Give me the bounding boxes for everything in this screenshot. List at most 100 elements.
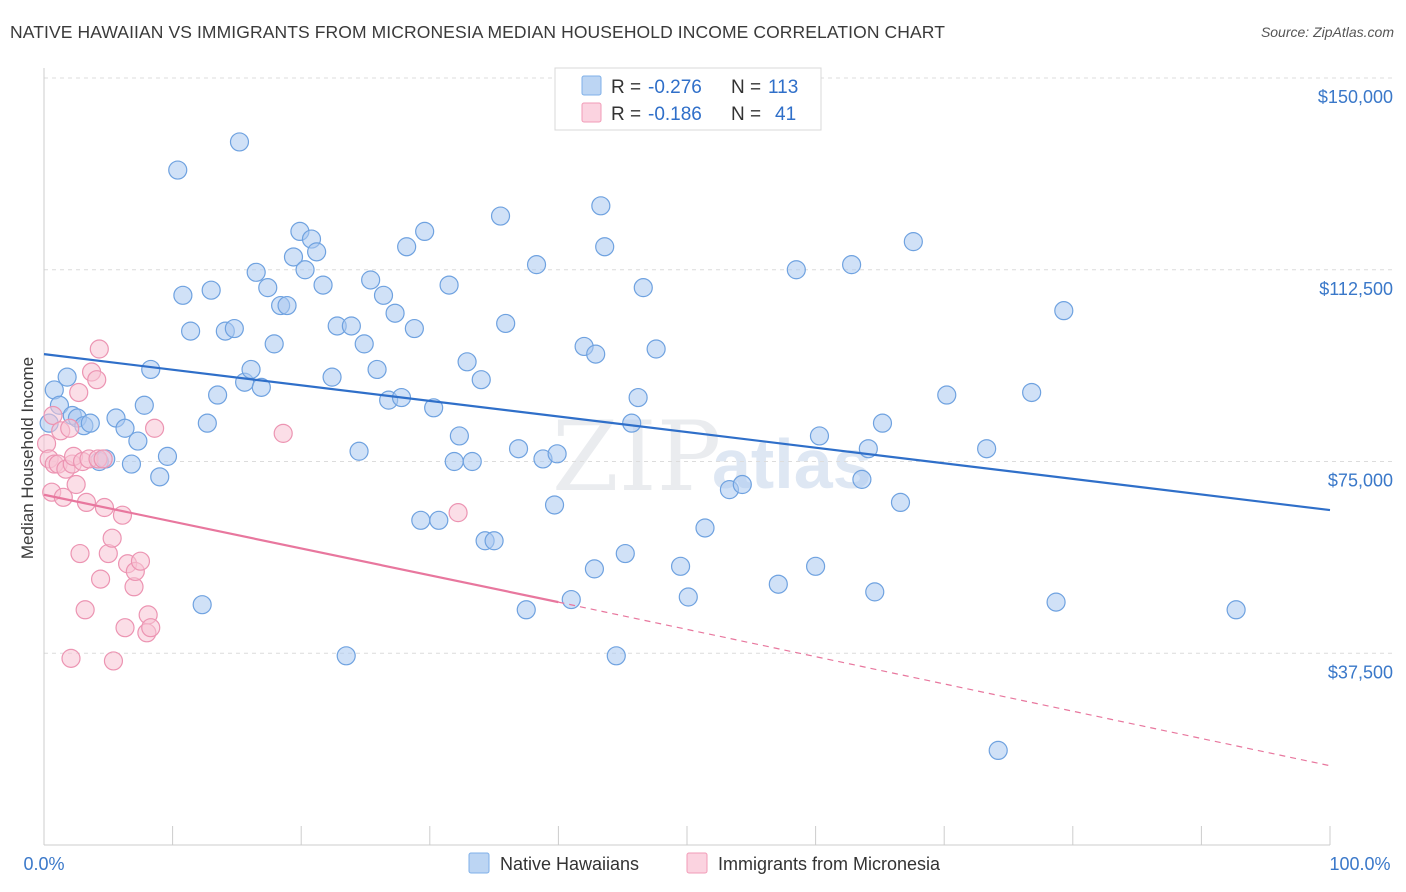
point-micronesia-29 bbox=[103, 651, 124, 671]
point-micronesia-10 bbox=[61, 648, 81, 668]
point-native-hawaiian-11 bbox=[115, 418, 135, 438]
point-native-hawaiian-105 bbox=[977, 439, 997, 459]
chart-title: NATIVE HAWAIIAN VS IMMIGRANTS FROM MICRO… bbox=[10, 22, 945, 42]
source-label: Source: ZipAtlas.com bbox=[1260, 24, 1394, 40]
point-native-hawaiian-95 bbox=[805, 556, 826, 576]
point-native-hawaiian-52 bbox=[385, 303, 405, 323]
point-native-hawaiian-83 bbox=[615, 543, 635, 564]
y-tick-labels: $37,500 $75,000 $112,500 $150,000 bbox=[1318, 87, 1393, 682]
point-native-hawaiian-109 bbox=[1054, 301, 1074, 321]
point-native-hawaiian-60 bbox=[439, 275, 459, 295]
point-micronesia-28 bbox=[102, 528, 122, 548]
legend-r-value-pink: -0.186 bbox=[648, 104, 702, 125]
point-native-hawaiian-46 bbox=[349, 441, 369, 461]
y-tick-label-0: $37,500 bbox=[1328, 662, 1393, 682]
point-native-hawaiian-56 bbox=[411, 510, 431, 530]
point-micronesia-41 bbox=[448, 503, 468, 523]
point-native-hawaiian-87 bbox=[646, 339, 666, 359]
point-native-hawaiian-49 bbox=[367, 359, 387, 380]
x-tick-label-min: 0.0% bbox=[23, 854, 64, 874]
point-micronesia-21 bbox=[87, 370, 107, 390]
point-native-hawaiian-45 bbox=[341, 316, 361, 336]
point-native-hawaiian-76 bbox=[561, 589, 581, 610]
point-native-hawaiian-18 bbox=[168, 160, 188, 180]
legend-swatch-blue bbox=[581, 75, 602, 96]
legend-bottom-label-blue: Native Hawaiians bbox=[500, 854, 639, 874]
point-native-hawaiian-15 bbox=[141, 359, 161, 380]
point-native-hawaiian-81 bbox=[595, 237, 615, 257]
point-native-hawaiian-21 bbox=[192, 595, 212, 615]
point-micronesia-15 bbox=[70, 543, 90, 564]
trend-line-micronesia-extension bbox=[558, 601, 1331, 767]
point-native-hawaiian-90 bbox=[695, 518, 715, 538]
point-micronesia-24 bbox=[90, 569, 111, 589]
y-tick-label-1: $75,000 bbox=[1328, 471, 1393, 491]
point-micronesia-40 bbox=[273, 423, 293, 443]
point-native-hawaiian-65 bbox=[471, 370, 491, 390]
legend-swatch-pink bbox=[581, 102, 602, 123]
point-native-hawaiian-72 bbox=[526, 255, 547, 275]
point-native-hawaiian-24 bbox=[208, 385, 228, 405]
legend-bottom: Native Hawaiians Immigrants from Microne… bbox=[468, 852, 941, 874]
point-micronesia-3 bbox=[43, 405, 63, 426]
point-native-hawaiian-98 bbox=[852, 469, 872, 489]
point-native-hawaiian-84 bbox=[622, 413, 642, 433]
point-native-hawaiian-63 bbox=[457, 352, 477, 372]
point-micronesia-9 bbox=[60, 418, 80, 438]
point-native-hawaiian-69 bbox=[496, 313, 516, 334]
point-native-hawaiian-57 bbox=[415, 221, 435, 241]
point-native-hawaiian-88 bbox=[670, 556, 691, 576]
point-native-hawaiian-101 bbox=[872, 413, 893, 433]
point-micronesia-31 bbox=[115, 618, 135, 638]
point-native-hawaiian-36 bbox=[283, 247, 304, 267]
point-native-hawaiian-104 bbox=[937, 385, 957, 405]
point-native-hawaiian-62 bbox=[449, 426, 469, 446]
point-native-hawaiian-41 bbox=[313, 275, 333, 295]
point-native-hawaiian-30 bbox=[246, 262, 266, 282]
point-micronesia-14 bbox=[69, 382, 89, 403]
point-native-hawaiian-33 bbox=[264, 334, 284, 354]
legend-r-value-blue: -0.276 bbox=[648, 77, 702, 98]
point-native-hawaiian-12 bbox=[121, 454, 142, 474]
x-tick-label-max: 100.0% bbox=[1329, 854, 1390, 874]
y-tick-label-3: $150,000 bbox=[1318, 87, 1393, 107]
point-native-hawaiian-26 bbox=[224, 318, 244, 339]
point-micronesia-38 bbox=[141, 618, 161, 638]
point-native-hawaiian-82 bbox=[606, 646, 626, 666]
legend-bottom-swatch-pink bbox=[686, 852, 708, 874]
point-micronesia-13 bbox=[66, 474, 86, 495]
point-native-hawaiian-29 bbox=[241, 359, 261, 380]
point-native-hawaiian-70 bbox=[508, 439, 529, 459]
legend-bottom-label-pink: Immigrants from Micronesia bbox=[718, 854, 941, 874]
point-native-hawaiian-79 bbox=[586, 344, 606, 364]
legend-n-label-pink: N = bbox=[731, 104, 761, 125]
series-native-hawaiians bbox=[39, 132, 1246, 761]
point-native-hawaiian-27 bbox=[229, 132, 250, 152]
point-native-hawaiian-7 bbox=[80, 413, 100, 433]
point-native-hawaiian-106 bbox=[988, 740, 1008, 761]
point-native-hawaiian-54 bbox=[397, 237, 417, 257]
point-native-hawaiian-97 bbox=[842, 255, 862, 275]
trend-line-native-hawaiians bbox=[43, 353, 1331, 512]
legend-n-value-blue: 113 bbox=[768, 77, 798, 98]
point-native-hawaiian-22 bbox=[197, 413, 217, 433]
point-native-hawaiian-85 bbox=[628, 387, 648, 408]
point-native-hawaiian-58 bbox=[424, 398, 444, 418]
legend-bottom-swatch-blue bbox=[468, 852, 490, 874]
point-native-hawaiian-71 bbox=[516, 600, 536, 620]
point-native-hawaiian-61 bbox=[444, 451, 464, 472]
point-native-hawaiian-74 bbox=[544, 495, 565, 515]
point-native-hawaiian-19 bbox=[173, 285, 193, 305]
y-tick-label-2: $112,500 bbox=[1319, 279, 1393, 299]
point-native-hawaiian-32 bbox=[258, 278, 278, 298]
point-native-hawaiian-16 bbox=[150, 467, 170, 487]
point-native-hawaiian-64 bbox=[462, 451, 482, 472]
point-native-hawaiian-67 bbox=[484, 531, 504, 551]
point-native-hawaiian-40 bbox=[307, 242, 327, 262]
point-micronesia-35 bbox=[130, 551, 151, 571]
point-native-hawaiian-13 bbox=[128, 431, 148, 451]
point-micronesia-23 bbox=[89, 339, 109, 359]
point-native-hawaiian-55 bbox=[404, 318, 424, 339]
point-native-hawaiian-47 bbox=[354, 334, 374, 354]
